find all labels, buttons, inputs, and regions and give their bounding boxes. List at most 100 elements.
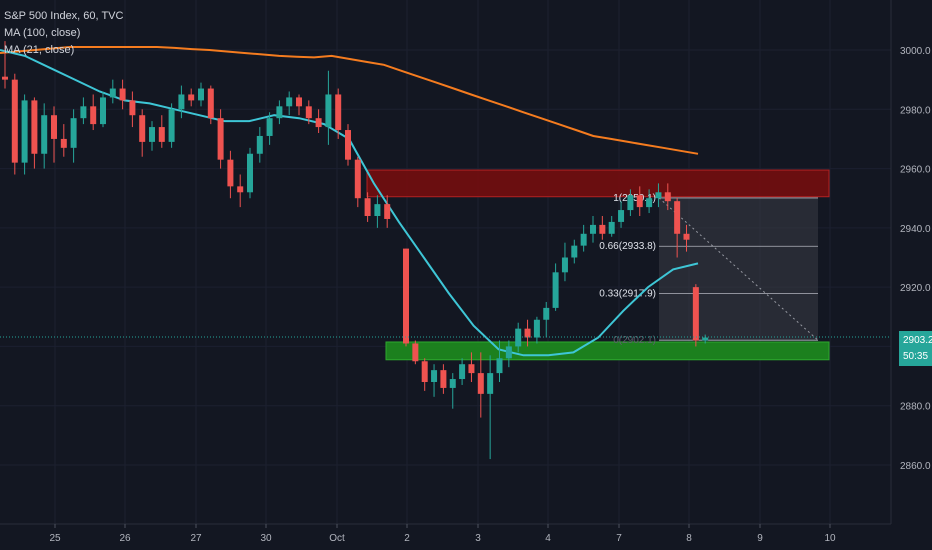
candle-body xyxy=(364,198,371,216)
candle-body xyxy=(552,272,559,308)
time-tick-label: 25 xyxy=(49,533,61,544)
candle-body xyxy=(41,115,48,154)
candle-body xyxy=(198,88,204,101)
candle-body xyxy=(533,319,540,338)
time-tick-label: 26 xyxy=(119,533,131,544)
time-tick-label: 4 xyxy=(545,533,551,544)
support-zone[interactable] xyxy=(385,341,830,361)
ma21-legend[interactable]: MA (21, close) xyxy=(4,44,75,56)
ma100-legend[interactable]: MA (100, close) xyxy=(4,27,81,39)
zones xyxy=(366,169,830,361)
candle-body xyxy=(178,94,185,110)
ma100-line xyxy=(0,46,699,155)
candle-body xyxy=(90,106,97,125)
candle-body xyxy=(315,118,322,128)
fib-level-label: 0.66(2933.8) xyxy=(599,241,656,252)
candle-body xyxy=(256,135,263,154)
candle-body xyxy=(227,159,234,187)
candle-body xyxy=(217,118,224,160)
candle-body xyxy=(119,88,126,101)
price-tick-label: 3000.0 xyxy=(900,46,931,57)
candle-body xyxy=(80,106,87,119)
candle-body xyxy=(2,76,8,80)
candle-body xyxy=(692,287,699,341)
candle-body xyxy=(325,94,332,128)
candle-body xyxy=(543,307,550,320)
candle-body xyxy=(305,106,312,119)
candle-body xyxy=(459,364,466,380)
time-tick-label: Oct xyxy=(329,533,345,544)
candle-body xyxy=(70,118,77,148)
last-price-value: 2903.2 xyxy=(903,335,932,346)
candle-body xyxy=(21,100,28,163)
candle-body xyxy=(674,201,681,234)
candle-body xyxy=(664,192,671,202)
candle-body xyxy=(702,337,709,341)
price-tick-label: 2860.0 xyxy=(900,461,931,472)
time-tick-label: 3 xyxy=(475,533,481,544)
time-tick-label: 30 xyxy=(260,533,272,544)
candle-body xyxy=(100,97,106,125)
candle-body xyxy=(266,118,273,136)
price-tick-label: 2880.0 xyxy=(900,402,931,413)
time-axis[interactable]: 25 26 27 30 Oct 2 3 4 7 8 9 10 xyxy=(49,524,836,544)
candle-body xyxy=(60,138,67,148)
candle-body xyxy=(468,364,475,374)
candle-body xyxy=(129,100,136,116)
grid xyxy=(0,0,891,524)
candle-body xyxy=(168,109,175,142)
candle-body xyxy=(51,115,57,139)
candle-body xyxy=(421,361,428,382)
candle-body xyxy=(139,115,146,142)
price-tick-label: 2920.0 xyxy=(900,283,931,294)
candle-body xyxy=(374,204,381,216)
candle-body xyxy=(403,248,409,344)
candle-body xyxy=(158,127,165,142)
candle-body xyxy=(207,88,214,119)
fib-retracement[interactable]: 1(2950.1) 0.66(2933.8) 0.33(2917.9) 0(2902.… xyxy=(599,193,819,346)
candle-body xyxy=(354,159,361,199)
time-tick-label: 10 xyxy=(824,533,836,544)
candle-body xyxy=(655,192,662,199)
candle-body xyxy=(109,88,116,98)
price-tick-label: 2980.0 xyxy=(900,105,931,116)
candle-body xyxy=(149,127,155,142)
candle-body xyxy=(296,97,302,107)
candle-body xyxy=(345,130,351,160)
candle-body xyxy=(515,328,522,347)
fib-level-label: 0(2902.1) xyxy=(613,335,656,346)
candle-body xyxy=(571,245,578,258)
candle-body xyxy=(646,198,653,208)
candle-body xyxy=(286,97,293,107)
last-price-badge: 2903.2 50:35 xyxy=(899,331,932,366)
price-tick-label: 2940.0 xyxy=(900,224,931,235)
candle-body xyxy=(449,379,456,388)
candle-body xyxy=(505,346,512,359)
price-tick-label: 2960.0 xyxy=(900,165,931,176)
candle-body xyxy=(477,373,484,394)
time-tick-label: 7 xyxy=(616,533,622,544)
fib-level-label: 0.33(2917.9) xyxy=(599,288,656,299)
candle-body xyxy=(580,233,587,246)
candle-body xyxy=(590,224,596,234)
bar-countdown: 50:35 xyxy=(903,351,928,362)
candle-body xyxy=(440,370,447,388)
candle-body xyxy=(247,153,253,193)
candle-body xyxy=(636,195,643,208)
time-tick-label: 27 xyxy=(190,533,202,544)
candle-body xyxy=(11,79,18,163)
fib-trend-line xyxy=(658,197,819,341)
candle-body xyxy=(561,257,568,273)
resistance-zone[interactable] xyxy=(366,169,830,198)
candle-body xyxy=(608,221,615,234)
candle-body xyxy=(524,328,531,338)
candle-body xyxy=(31,100,38,154)
symbol-title[interactable]: S&P 500 Index, 60, TVC xyxy=(4,10,124,22)
candle-body xyxy=(618,210,625,222)
fib-level-label: 1(2950.1) xyxy=(613,193,656,204)
time-tick-label: 2 xyxy=(404,533,410,544)
candle-body xyxy=(237,186,244,193)
last-price-badge-bg xyxy=(899,331,932,366)
candle-body xyxy=(335,94,342,131)
